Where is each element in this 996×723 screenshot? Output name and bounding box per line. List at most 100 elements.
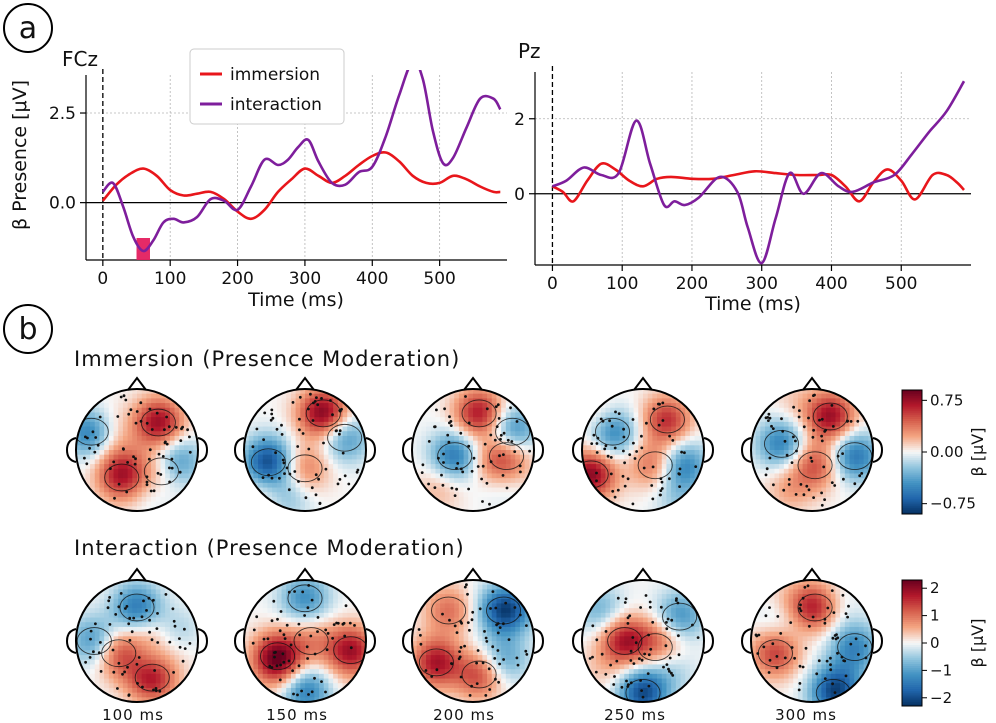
x-tick-label-0-fcz: 0	[97, 269, 108, 289]
head-outline-imm-3	[411, 388, 535, 512]
nose-imm-3	[463, 376, 483, 391]
topomap-imm-3	[401, 376, 545, 512]
topomap-title-immersion: Immersion (Presence Moderation)	[74, 347, 460, 371]
channel-label-fcz: FCz	[62, 47, 98, 71]
colorbar-tick-label-interaction-4: −2	[930, 689, 952, 707]
head-outline-imm-5	[750, 388, 874, 512]
head-outline-int-1	[75, 579, 199, 703]
topomap-imm-4	[571, 376, 715, 512]
colorbar-tick-label-interaction-0: 2	[930, 579, 940, 597]
colorbar-immersion: 0.75 0.00 −0.75 β [μV]	[901, 389, 987, 515]
left-ear-int-1	[65, 628, 77, 654]
left-ear-imm-2	[233, 437, 245, 463]
x-tick-label-400-fcz: 400	[356, 269, 388, 289]
series-line-interaction-fcz	[101, 70, 502, 253]
svg-text:a: a	[19, 11, 37, 46]
x-tick-label-500-fcz: 500	[423, 269, 455, 289]
topomap-row-immersion	[65, 376, 884, 512]
legend-label-interaction: interaction	[230, 95, 322, 115]
right-ear-int-2	[365, 628, 377, 654]
nose-int-3	[463, 567, 483, 582]
left-ear-imm-4	[571, 437, 583, 463]
x-tick-label-300-fcz: 300	[289, 269, 321, 289]
colorbar-interaction: 2 1 0 −1 −2 β [μV]	[901, 579, 987, 707]
head-outline-imm-2	[243, 388, 367, 512]
right-ear-imm-3	[533, 437, 545, 463]
nose-int-4	[633, 567, 653, 582]
channel-label-pz: Pz	[518, 39, 541, 63]
colorbar-tick-label-immersion-2: −0.75	[930, 495, 976, 513]
topomap-imm-1	[65, 376, 209, 512]
right-ear-int-1	[197, 628, 209, 654]
x-axis-label-fcz: Time (ms)	[247, 289, 344, 311]
svg-text:b: b	[18, 312, 37, 347]
legend: immersion interaction	[189, 48, 345, 125]
head-outline-int-3	[411, 579, 535, 703]
head-outline-int-5	[750, 579, 874, 703]
y-axis-label-fcz: β Presence [μV]	[9, 80, 31, 230]
time-label-5: 300 ms	[775, 706, 837, 723]
y-tick-label-1-fcz: 2.5	[49, 104, 76, 124]
colorbar-label-immersion: β [μV]	[968, 428, 987, 477]
y-tick-label-0-pz: 0	[514, 185, 525, 205]
topomap-int-5	[740, 567, 884, 703]
y-tick-label-0-fcz: 0.0	[49, 194, 76, 214]
time-label-2: 150 ms	[266, 706, 328, 723]
left-ear-int-3	[401, 628, 413, 654]
right-ear-int-3	[533, 628, 545, 654]
head-outline-imm-4	[581, 388, 705, 512]
x-tick-label-200-fcz: 200	[221, 269, 253, 289]
y-tick-label-1-pz: 2	[514, 110, 525, 130]
series-line-immersion-pz	[551, 162, 965, 203]
left-ear-int-5	[740, 628, 752, 654]
nose-int-5	[802, 567, 822, 582]
topomap-title-interaction: Interaction (Presence Moderation)	[74, 536, 465, 560]
right-ear-imm-1	[197, 437, 209, 463]
series-line-interaction-pz	[551, 80, 966, 265]
right-ear-int-4	[703, 628, 715, 654]
right-ear-imm-2	[365, 437, 377, 463]
significance-marker-fcz	[136, 238, 150, 260]
x-tick-label-500-pz: 500	[885, 274, 917, 294]
nose-int-2	[295, 567, 315, 582]
topomap-imm-2	[233, 376, 377, 512]
panel-label-a: a	[3, 3, 53, 53]
x-axis-label-pz: Time (ms)	[704, 293, 801, 315]
topomap-row-interaction	[65, 567, 884, 703]
legend-label-immersion: immersion	[230, 65, 320, 85]
nose-imm-2	[295, 376, 315, 391]
left-ear-int-4	[571, 628, 583, 654]
nose-imm-5	[802, 376, 822, 391]
nose-imm-1	[127, 376, 147, 391]
colorbar-tick-label-immersion-0: 0.75	[930, 391, 963, 409]
colorbar-tick-label-interaction-1: 1	[930, 607, 940, 625]
series-line-immersion-fcz	[101, 151, 501, 221]
right-ear-int-5	[872, 628, 884, 654]
left-ear-imm-3	[401, 437, 413, 463]
topomap-int-1	[65, 567, 209, 703]
x-tick-label-400-pz: 400	[815, 274, 847, 294]
left-ear-int-2	[233, 628, 245, 654]
left-ear-imm-5	[740, 437, 752, 463]
chart-fcz: 0 100 200 300 400 500 0.0 2.5 FCz Time (ms) β P…	[9, 47, 507, 311]
head-outline-int-4	[581, 579, 705, 703]
head-outline-imm-1	[75, 388, 199, 512]
head-outline-int-2	[243, 579, 367, 703]
x-tick-label-300-pz: 300	[745, 274, 777, 294]
topomap-imm-5	[740, 376, 884, 512]
right-ear-imm-5	[872, 437, 884, 463]
time-label-4: 250 ms	[604, 706, 666, 723]
colorbar-tick-label-interaction-3: −1	[930, 661, 952, 679]
x-tick-label-100-fcz: 100	[154, 269, 186, 289]
topomap-int-2	[233, 567, 377, 703]
colorbar-label-interaction: β [μV]	[968, 619, 987, 668]
chart-pz: 0 100 200 300 400 500 0 2 Pz Time (ms)	[514, 39, 971, 315]
topomap-int-3	[401, 567, 545, 703]
x-tick-label-0-pz: 0	[547, 274, 558, 294]
left-ear-imm-1	[65, 437, 77, 463]
colorbar-tick-label-immersion-1: 0.00	[930, 443, 963, 461]
nose-imm-4	[633, 376, 653, 391]
nose-int-1	[127, 567, 147, 582]
right-ear-imm-4	[703, 437, 715, 463]
